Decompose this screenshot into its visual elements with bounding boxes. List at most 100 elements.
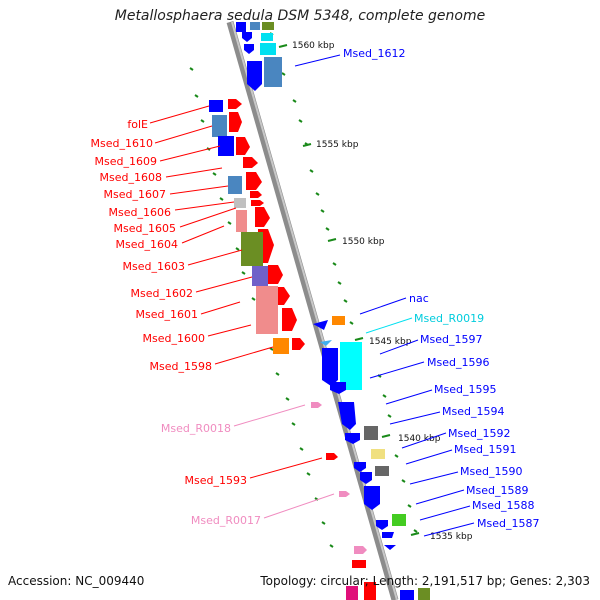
gene-feature: [364, 426, 378, 440]
genome-stats-text: Topology: circular; Length: 2,191,517 bp…: [260, 574, 590, 588]
gene-feature: [250, 22, 260, 30]
left-gene-labels: folE Msed_1610 Msed_1609 Msed_1608 Msed_…: [91, 105, 335, 527]
gene-feature: [251, 200, 264, 206]
gene-feature: [255, 207, 270, 227]
gene-feature: [338, 402, 356, 430]
gene-feature: [400, 590, 414, 600]
gene-label: Msed_1595: [434, 383, 496, 396]
gene-feature: [243, 157, 258, 168]
gene-feature: [326, 453, 338, 460]
scale-tick-marks: [278, 44, 420, 536]
gene-feature: [212, 115, 227, 137]
gene-label: Msed_1612: [343, 47, 405, 60]
scale-tick-label: 1535 kbp: [430, 532, 473, 542]
scale-tick-label: 1555 kbp: [316, 140, 359, 150]
gene-label: Msed_1607: [104, 188, 166, 201]
genome-title: Metallosphaera sedula DSM 5348, complete…: [114, 8, 486, 24]
gene-label: Msed_1605: [114, 222, 176, 235]
gene-feature: [236, 210, 247, 232]
gene-label: Msed_1603: [123, 260, 185, 273]
left-inner-features: [209, 100, 289, 354]
gene-label: Msed_1608: [100, 171, 162, 184]
gene-feature: [320, 340, 332, 346]
gene-feature: [364, 582, 376, 600]
gene-label: Msed_1600: [143, 332, 205, 345]
gene-feature: [261, 33, 273, 41]
gene-feature: [364, 486, 380, 510]
gene-feature: [384, 545, 396, 550]
gene-label: Msed_R0018: [161, 422, 231, 435]
gene-feature: [241, 232, 263, 266]
gene-label: Msed_1609: [95, 155, 157, 168]
gene-feature: [256, 286, 278, 334]
gene-label: Msed_1593: [185, 474, 247, 487]
gene-label: Msed_1587: [477, 517, 539, 530]
gene-label: Msed_1596: [427, 356, 489, 369]
gene-label: Msed_R0019: [414, 312, 484, 325]
gene-label: Msed_1588: [472, 499, 534, 512]
gene-feature: [352, 560, 366, 568]
gene-feature: [332, 316, 345, 325]
gene-label: Msed_1590: [460, 465, 522, 478]
gene-feature: [354, 462, 366, 472]
gene-feature: [375, 466, 389, 476]
gene-feature: [346, 586, 358, 600]
scale-tick-label: 1545 kbp: [369, 337, 412, 347]
gene-feature: [229, 112, 242, 132]
gene-feature: [282, 308, 297, 331]
gene-feature: [376, 520, 388, 530]
gene-feature: [292, 338, 305, 350]
gene-feature: [330, 382, 346, 394]
gene-feature: [209, 100, 223, 112]
gene-feature: [236, 137, 250, 155]
scale-tick-label: 1540 kbp: [398, 434, 441, 444]
gene-feature: [392, 514, 406, 526]
gene-feature: [247, 61, 262, 91]
gene-feature: [340, 342, 362, 390]
gene-feature: [236, 22, 246, 32]
scale-tick-label: 1550 kbp: [342, 237, 385, 247]
gene-label: Msed_1598: [150, 360, 212, 373]
gene-feature: [418, 588, 430, 600]
gene-feature: [360, 472, 372, 484]
gene-feature: [228, 99, 242, 109]
gene-label: Msed_1597: [420, 333, 482, 346]
gene-label: Msed_1592: [448, 427, 510, 440]
gene-label: Msed_1610: [91, 137, 153, 150]
gene-feature: [250, 191, 262, 198]
gene-label: Msed_1591: [454, 443, 516, 456]
gene-feature: [246, 172, 262, 190]
gene-feature: [234, 198, 246, 208]
gene-label: Msed_1589: [466, 484, 528, 497]
gene-feature: [313, 320, 328, 330]
gene-feature: [218, 136, 234, 156]
forward-strand-features: [236, 22, 430, 600]
gene-feature: [252, 266, 268, 286]
gene-feature: [354, 546, 367, 554]
gene-feature: [260, 43, 276, 55]
gene-label: folE: [127, 118, 148, 131]
gene-feature: [371, 449, 385, 459]
gene-feature: [322, 348, 338, 386]
gene-feature: [382, 532, 394, 538]
gene-feature: [262, 22, 274, 30]
gene-label: Msed_1602: [131, 287, 193, 300]
gene-feature: [273, 338, 289, 354]
gene-label: Msed_R0017: [191, 514, 261, 527]
right-gene-labels: Msed_1612 nac Msed_R0019 Msed_1597 Msed_…: [294, 47, 539, 537]
gene-feature: [345, 433, 360, 444]
gene-feature: [244, 44, 254, 54]
gene-feature: [311, 402, 322, 408]
outer-dot-ring: [269, 32, 418, 533]
gene-feature: [242, 32, 252, 42]
gene-label: Msed_1594: [442, 405, 504, 418]
gene-label: Msed_1604: [116, 238, 178, 251]
gene-feature: [264, 57, 282, 87]
gene-feature: [228, 176, 242, 194]
gene-feature: [268, 265, 283, 284]
scale-tick-label: 1560 kbp: [292, 41, 335, 51]
gene-label: nac: [409, 292, 429, 305]
accession-text: Accession: NC_009440: [8, 574, 145, 588]
gene-label: Msed_1601: [136, 308, 198, 321]
